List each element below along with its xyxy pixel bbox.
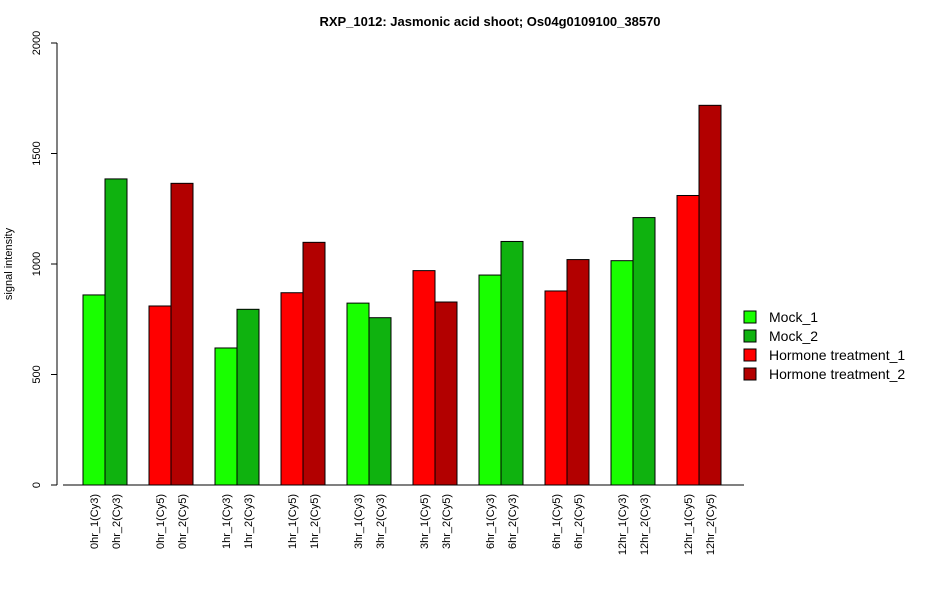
- chart-title: RXP_1012: Jasmonic acid shoot; Os04g0109…: [319, 14, 660, 29]
- x-tick-label: 0hr_2(Cy5): [177, 494, 189, 549]
- x-tick-label: 1hr_1(Cy5): [287, 494, 299, 549]
- x-tick-label: 6hr_1(Cy5): [551, 494, 563, 549]
- y-tick-label: 1000: [31, 252, 43, 276]
- x-tick-label: 6hr_2(Cy3): [507, 494, 519, 549]
- x-tick-label: 0hr_1(Cy5): [155, 494, 167, 549]
- bar: [544, 290, 568, 486]
- bars-layer: [82, 104, 722, 486]
- y-tick-label: 0: [31, 482, 43, 488]
- bar: [566, 259, 590, 486]
- legend-label: Hormone treatment_2: [769, 366, 905, 382]
- bar: [214, 347, 238, 486]
- bar: [478, 274, 502, 486]
- bar: [170, 182, 194, 486]
- x-tick-label: 0hr_1(Cy3): [89, 494, 101, 549]
- bar: [148, 305, 172, 486]
- legend-label: Mock_1: [769, 309, 818, 325]
- x-tick-label: 1hr_2(Cy5): [309, 494, 321, 549]
- bar: [302, 241, 326, 486]
- legend: Mock_1 Mock_2 Hormone treatment_1 Hormone t…: [743, 309, 905, 382]
- legend-swatch: [743, 367, 757, 381]
- x-tick-label: 12hr_2(Cy3): [639, 494, 651, 555]
- x-tick-label: 1hr_2(Cy3): [243, 494, 255, 549]
- x-tick-label: 0hr_2(Cy3): [111, 494, 123, 549]
- legend-swatch: [743, 329, 757, 343]
- bar: [434, 301, 458, 486]
- bar: [500, 240, 524, 486]
- y-tick-label: 2000: [31, 31, 43, 55]
- x-tick-label: 6hr_2(Cy5): [573, 494, 585, 549]
- bar: [104, 178, 128, 486]
- x-axis: 0hr_1(Cy3) 0hr_2(Cy3) 0hr_1(Cy5) 0hr_2(Cy5)…: [63, 484, 744, 555]
- bar: [368, 317, 392, 486]
- legend-label: Hormone treatment_1: [769, 347, 905, 363]
- bar: [698, 104, 722, 486]
- y-axis-label: signal intensity: [3, 227, 15, 300]
- bar: [236, 308, 260, 486]
- x-tick-label: 3hr_2(Cy3): [375, 494, 387, 549]
- y-tick-label: 1500: [31, 141, 43, 165]
- bar: [412, 270, 436, 486]
- x-tick-label: 1hr_1(Cy3): [221, 494, 233, 549]
- x-tick-label: 12hr_2(Cy5): [705, 494, 717, 555]
- bar: [676, 194, 700, 486]
- legend-label: Mock_2: [769, 328, 818, 344]
- x-tick-label: 12hr_1(Cy5): [683, 494, 695, 555]
- x-tick-label: 3hr_2(Cy5): [441, 494, 453, 549]
- legend-swatch: [743, 310, 757, 324]
- legend-swatch: [743, 348, 757, 362]
- y-axis: 0 500 1000 1500 2000: [31, 31, 58, 488]
- x-tick-label: 6hr_1(Cy3): [485, 494, 497, 549]
- x-tick-label: 12hr_1(Cy3): [617, 494, 629, 555]
- bar: [346, 302, 370, 486]
- bar: [82, 294, 106, 486]
- y-tick-label: 500: [31, 365, 43, 383]
- bar: [610, 260, 634, 486]
- x-tick-label: 3hr_1(Cy3): [353, 494, 365, 549]
- x-tick-label: 3hr_1(Cy5): [419, 494, 431, 549]
- bar: [632, 217, 656, 486]
- bar: [280, 292, 304, 486]
